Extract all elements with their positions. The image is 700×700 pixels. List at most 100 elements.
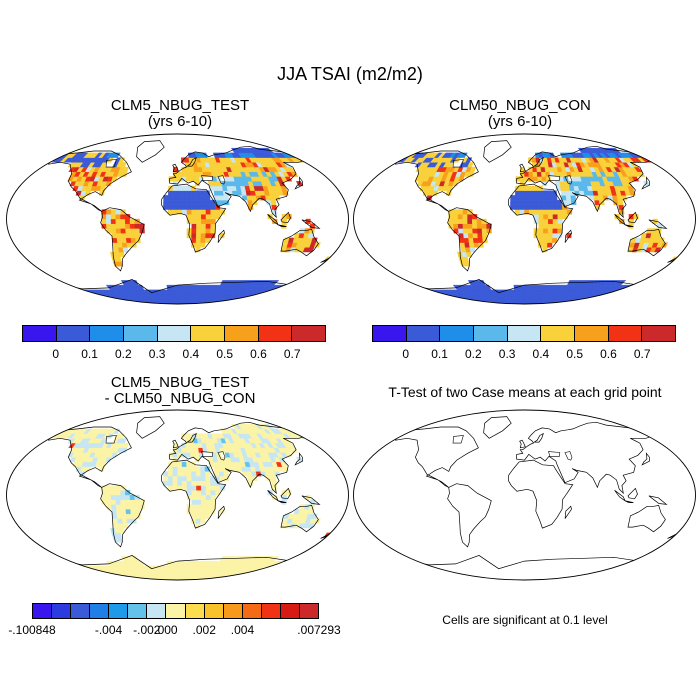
colorbar-swatch [90, 604, 110, 618]
coastline [648, 495, 668, 505]
colorbar-label: 0.7 [633, 347, 651, 361]
coastline [169, 421, 312, 495]
coastline [447, 483, 492, 548]
colorbar-swatch [242, 604, 262, 618]
coastline [161, 459, 227, 529]
colorbar-label: 0.1 [431, 347, 448, 361]
coastline [627, 504, 666, 533]
coastline [301, 219, 321, 229]
colorbar-swatch [406, 326, 441, 341]
coastline [508, 183, 574, 253]
coastline [217, 505, 225, 519]
colorbar-swatch [33, 604, 53, 618]
difference-panel-title: CLM5_NBUG_TEST - CLM50_NBUG_CON [20, 375, 340, 407]
coastline [280, 211, 291, 224]
colorbar-swatch [128, 604, 148, 618]
coastline [294, 176, 303, 190]
colorbar-label: .004 [230, 623, 255, 637]
control-panel-title: CLM50_NBUG_CON (yrs 6-10) [360, 98, 680, 130]
map-border [353, 409, 696, 581]
coastline [185, 156, 197, 167]
coastline [100, 483, 145, 548]
colorbar-label: 0 [402, 347, 410, 361]
colorbar-label: 0.3 [498, 347, 516, 361]
colorbar-label: 0.5 [216, 347, 233, 361]
colorbar-swatch [147, 604, 167, 618]
colorbar-swatch [575, 326, 609, 341]
colorbar-swatch [90, 326, 125, 341]
colorbar-swatch [642, 326, 676, 341]
coastline [277, 224, 287, 227]
colorbar-label: 0.6 [250, 347, 267, 361]
coastline [172, 439, 179, 449]
coastline [564, 505, 572, 519]
colorbar-swatch [71, 604, 91, 618]
coastline [277, 500, 287, 503]
colorbar-label: .002 [192, 623, 216, 637]
colorbar-label: -.004 [94, 623, 123, 637]
coastline [48, 150, 132, 212]
coastline [667, 254, 683, 263]
coastline [648, 219, 668, 229]
colorbar-swatch [52, 604, 72, 618]
coastline [280, 228, 319, 257]
ttest-map [353, 409, 696, 581]
colorbar-label: .000 [154, 623, 178, 637]
coastline [483, 140, 512, 163]
colorbar-label: 0 [52, 347, 60, 361]
control-panel-title-line2: (yrs 6-10) [487, 113, 553, 130]
colorbar-label: 0.4 [532, 347, 550, 361]
test-colorbar [22, 325, 326, 342]
colorbar-label: 0.3 [148, 347, 166, 361]
coastline [48, 426, 132, 488]
coastline [532, 432, 544, 443]
coastline [564, 229, 572, 243]
coastline [301, 495, 321, 505]
colorbar-swatch [280, 604, 300, 618]
test-panel-title: CLM5_NBUG_TEST (yrs 6-10) [20, 98, 340, 130]
coastline [395, 150, 479, 212]
coastline [641, 452, 650, 466]
colorbar-swatch [124, 326, 158, 341]
coastline [447, 207, 492, 272]
coastline [294, 452, 303, 466]
coastline [627, 228, 666, 257]
coastline [280, 504, 319, 533]
map-border [6, 409, 349, 581]
colorbar-swatch [261, 604, 281, 618]
coastline [624, 500, 634, 503]
colorbar-label: 0.1 [81, 347, 98, 361]
colorbar-label: 0.2 [464, 347, 482, 361]
coastline [280, 487, 291, 500]
significance-note: Cells are significant at 0.1 level [442, 613, 608, 627]
colorbar-label: 0.7 [283, 347, 301, 361]
coastline [320, 254, 336, 263]
colorbar-swatch [109, 604, 129, 618]
colorbar-swatch [191, 326, 226, 341]
test-panel-title-line1: CLM5_NBUG_TEST [110, 97, 250, 114]
coastline [624, 224, 634, 227]
coastline [185, 432, 197, 443]
difference-panel-title-line2: - CLM50_NBUG_CON [104, 390, 256, 407]
colorbar-swatch [258, 326, 293, 341]
colorbar-swatch [157, 326, 192, 341]
coastline [483, 416, 512, 439]
colorbar-label: .007293 [297, 623, 341, 637]
coastline [627, 211, 638, 224]
colorbar-swatch [223, 604, 243, 618]
coastline [136, 140, 165, 163]
difference-map [6, 409, 349, 581]
coastline [161, 183, 227, 253]
coastline [508, 459, 574, 529]
colorbar-swatch [185, 604, 205, 618]
test-map [6, 133, 349, 305]
coastline [217, 229, 225, 243]
colorbar-swatch [292, 326, 326, 341]
difference-colorbar [32, 603, 319, 619]
colorbar-swatch [440, 326, 475, 341]
control-colorbar [372, 325, 676, 342]
colorbar-swatch [299, 604, 318, 618]
coastline [519, 439, 526, 449]
test-panel-title-line2: (yrs 6-10) [147, 113, 213, 130]
figure-title: JJA TSAI (m2/m2) [277, 64, 423, 84]
